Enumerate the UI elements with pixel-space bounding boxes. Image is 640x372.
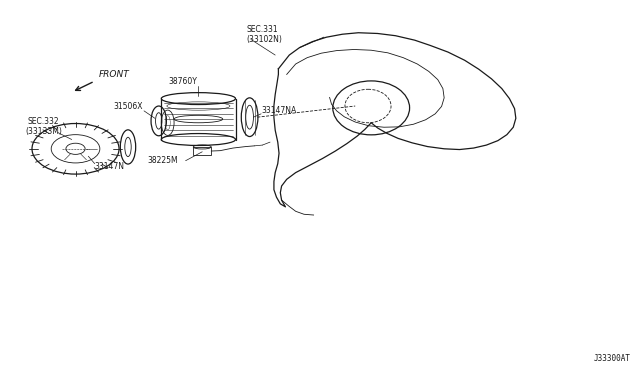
Text: FRONT: FRONT: [99, 70, 129, 79]
Text: 38760Y: 38760Y: [168, 77, 197, 86]
Text: 33147NA: 33147NA: [261, 106, 296, 115]
Text: J33300AT: J33300AT: [593, 355, 630, 363]
Text: 38225M: 38225M: [148, 156, 179, 165]
Text: 31506X: 31506X: [113, 102, 143, 110]
Bar: [193, 147, 211, 155]
Text: 33147N: 33147N: [95, 162, 125, 171]
Text: SEC.331
(33102N): SEC.331 (33102N): [246, 25, 282, 44]
Text: SEC.332
(33133M): SEC.332 (33133M): [25, 117, 62, 136]
